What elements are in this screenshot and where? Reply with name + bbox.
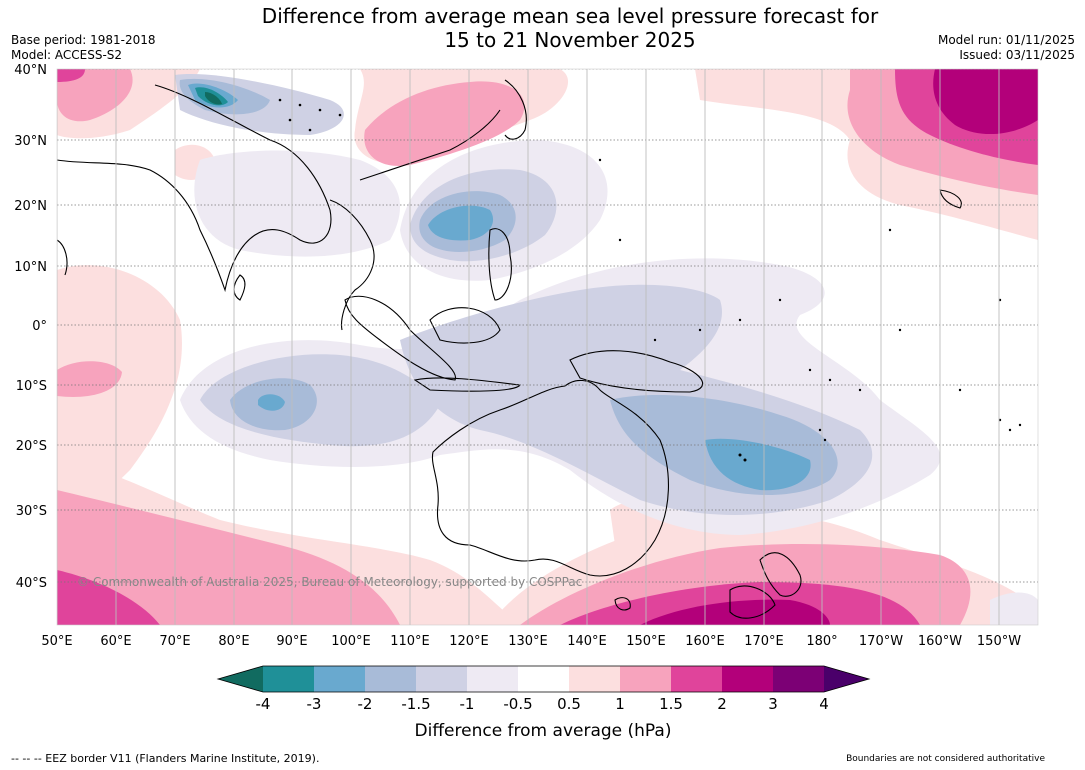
- base-period: Base period: 1981-2018: [11, 33, 156, 47]
- colorbar-max-extension: [824, 666, 869, 692]
- eez-border-note: -- -- -- EEZ border V11 (Flanders Marine…: [11, 752, 320, 765]
- lon-label: 150°W: [977, 634, 1021, 649]
- colorbar-tick: 1.5: [659, 695, 683, 713]
- lon-label: 180°: [806, 634, 837, 649]
- lon-label: 170°E: [744, 634, 784, 649]
- colorbar-segment: [620, 666, 671, 692]
- lon-label: 90°E: [276, 634, 307, 649]
- colorbar-tick: -3: [307, 695, 322, 713]
- meta-left: Base period: 1981-2018 Model: ACCESS-S2: [11, 33, 156, 63]
- colorbar-tick: -2: [358, 695, 373, 713]
- longitude-labels: 50°E 60°E 70°E 80°E 90°E 100°E 110°E 120…: [41, 634, 1021, 649]
- model-run: Model run: 01/11/2025: [937, 33, 1075, 47]
- lat-label: 10°N: [14, 260, 47, 275]
- lon-label: 140°E: [567, 634, 607, 649]
- lat-label: 10°S: [16, 379, 47, 394]
- issued-date: Issued: 03/11/2025: [959, 48, 1075, 62]
- colorbar-segment: [314, 666, 365, 692]
- model-name: Model: ACCESS-S2: [11, 48, 123, 62]
- meta-right: Model run: 01/11/2025 Issued: 03/11/2025: [938, 33, 1075, 63]
- lon-label: 120°E: [449, 634, 489, 649]
- colorbar-segment: [416, 666, 467, 692]
- colorbar-tick: 2: [717, 695, 727, 713]
- colorbar-tick: 0.5: [557, 695, 581, 713]
- latitude-labels: 40°N 30°N 20°N 10°N 0° 10°S 20°S 30°S 40…: [14, 63, 47, 591]
- colorbar: -4 -3 -2 -1.5 -1 -0.5 0.5 1 1.5 2 3 4 Di…: [216, 665, 871, 741]
- colorbar-tick: -0.5: [503, 695, 532, 713]
- lat-label: 20°N: [14, 199, 47, 214]
- map-gridlines: [57, 69, 1038, 583]
- lon-label: 150°E: [626, 634, 666, 649]
- colorbar-segment: [467, 666, 518, 692]
- lon-label: 160°W: [918, 634, 962, 649]
- colorbar-segment: [365, 666, 416, 692]
- title-line-1: Difference from average mean sea level p…: [261, 4, 879, 28]
- copyright-text: © Commonwealth of Australia 2025, Bureau…: [77, 575, 582, 589]
- colorbar-segment: [263, 666, 314, 692]
- lon-label: 60°E: [100, 634, 131, 649]
- colorbar-segment: [569, 666, 620, 692]
- title-line-2: 15 to 21 November 2025: [444, 28, 696, 52]
- colorbar-ticks: -4 -3 -2 -1.5 -1 -0.5 0.5 1 1.5 2 3 4: [256, 695, 829, 713]
- positive-anomaly-fields: [57, 69, 1038, 625]
- map-frame: [56, 68, 1039, 626]
- colorbar-segment: [671, 666, 722, 692]
- coastlines: [57, 79, 962, 619]
- longitude-lines: [57, 69, 1000, 625]
- colorbar-title: Difference from average (hPa): [415, 721, 672, 741]
- negative-anomaly-fields: [175, 74, 1038, 625]
- lat-label: 40°N: [14, 63, 47, 78]
- colorbar-segment: [773, 666, 824, 692]
- colorbar-min-extension: [218, 666, 263, 692]
- lon-label: 80°E: [218, 634, 249, 649]
- lon-label: 170°W: [859, 634, 903, 649]
- lon-label: 100°E: [331, 634, 371, 649]
- lat-label: 0°: [32, 319, 47, 334]
- lon-label: 70°E: [159, 634, 190, 649]
- island-markers: [278, 98, 1022, 462]
- lon-label: 50°E: [41, 634, 72, 649]
- map-title: Difference from average mean sea level p…: [200, 4, 940, 52]
- colorbar-tick: -1: [460, 695, 475, 713]
- lat-label: 30°N: [14, 134, 47, 149]
- colorbar-segment: [722, 666, 773, 692]
- lat-label: 30°S: [16, 504, 47, 519]
- lat-label: 20°S: [16, 439, 47, 454]
- lon-label: 160°E: [685, 634, 725, 649]
- lat-label: 40°S: [16, 576, 47, 591]
- colorbar-tick: 4: [819, 695, 829, 713]
- colorbar-tick: 1: [615, 695, 625, 713]
- colorbar-tick: -1.5: [401, 695, 430, 713]
- lon-label: 130°E: [508, 634, 548, 649]
- map-area: © Commonwealth of Australia 2025, Bureau…: [57, 69, 1038, 625]
- colorbar-tick: -4: [256, 695, 271, 713]
- lon-label: 110°E: [390, 634, 430, 649]
- colorbar-tick: 3: [768, 695, 778, 713]
- colorbar-segment: [518, 666, 569, 692]
- boundaries-disclaimer: Boundaries are not considered authoritat…: [846, 754, 1045, 764]
